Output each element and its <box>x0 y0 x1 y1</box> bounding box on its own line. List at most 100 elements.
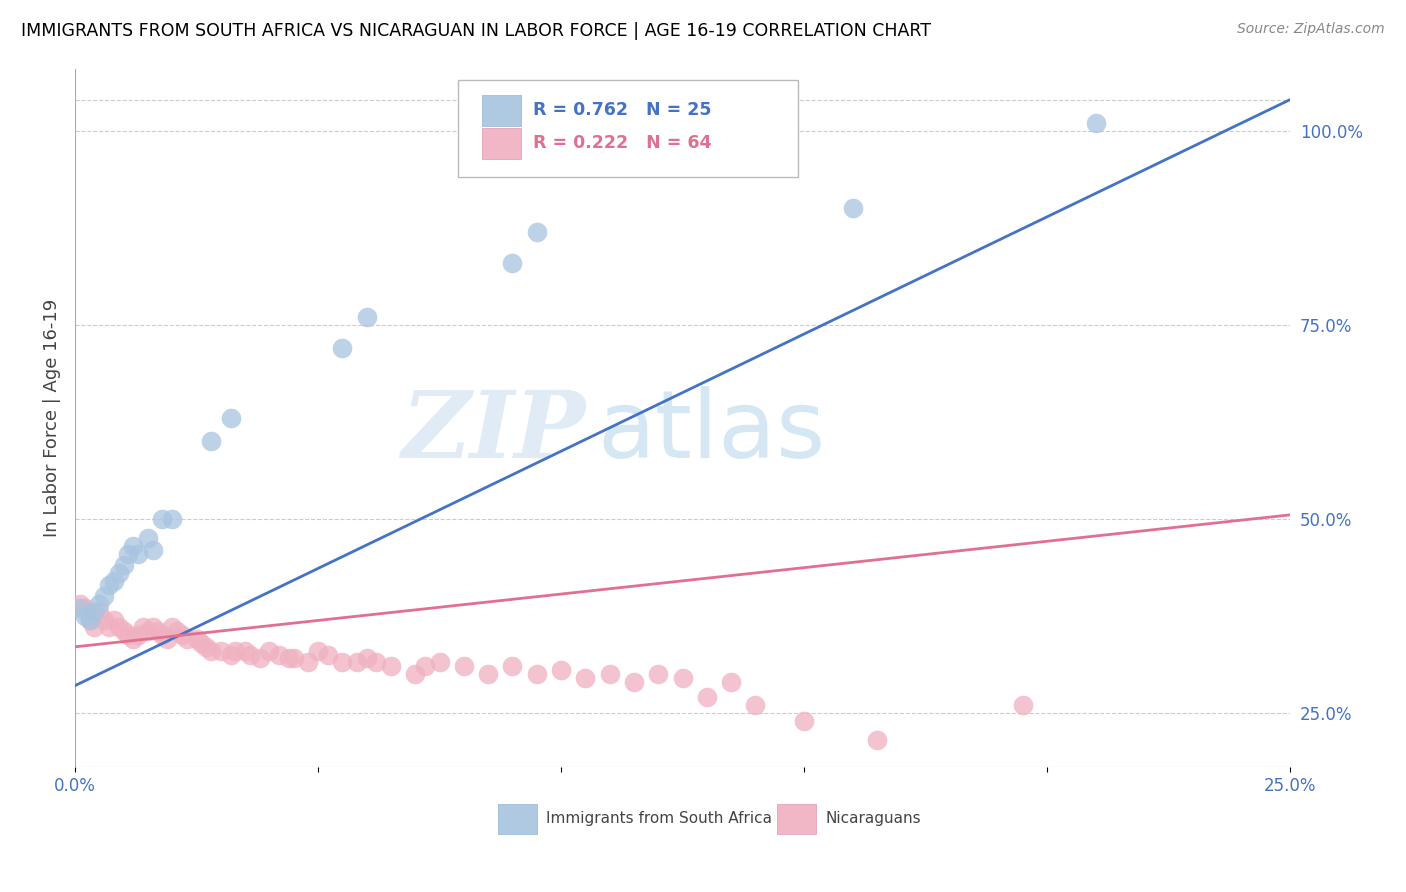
Point <box>98 578 121 592</box>
Point <box>117 628 139 642</box>
Y-axis label: In Labor Force | Age 16-19: In Labor Force | Age 16-19 <box>44 299 60 537</box>
Point <box>160 512 183 526</box>
Point <box>122 632 145 646</box>
Point <box>200 434 222 449</box>
Point <box>83 620 105 634</box>
Point <box>112 624 135 639</box>
Text: R = 0.222   N = 64: R = 0.222 N = 64 <box>533 135 711 153</box>
Point <box>599 667 621 681</box>
Text: R = 0.762   N = 25: R = 0.762 N = 25 <box>533 102 711 120</box>
Point <box>623 674 645 689</box>
Point <box>259 643 281 657</box>
Point <box>209 643 232 657</box>
Point <box>98 620 121 634</box>
FancyBboxPatch shape <box>482 128 522 159</box>
Text: atlas: atlas <box>598 386 825 478</box>
Point <box>89 597 111 611</box>
Point <box>841 201 863 215</box>
Point <box>142 542 165 557</box>
Point <box>297 656 319 670</box>
Text: Immigrants from South Africa: Immigrants from South Africa <box>547 811 772 826</box>
Point <box>526 225 548 239</box>
Point <box>647 667 669 681</box>
Point <box>195 640 218 654</box>
Point <box>122 539 145 553</box>
Point <box>79 613 101 627</box>
Point <box>103 613 125 627</box>
Point <box>269 648 291 662</box>
Point <box>1011 698 1033 712</box>
Point <box>277 651 299 665</box>
Point <box>186 632 208 646</box>
Point <box>103 574 125 588</box>
Point <box>224 643 246 657</box>
Point <box>142 620 165 634</box>
Point <box>136 624 159 639</box>
Point <box>744 698 766 712</box>
Point <box>83 605 105 619</box>
Point <box>307 643 329 657</box>
Text: ZIP: ZIP <box>401 387 585 477</box>
Point <box>526 667 548 681</box>
Text: Nicaraguans: Nicaraguans <box>825 811 921 826</box>
Text: IMMIGRANTS FROM SOUTH AFRICA VS NICARAGUAN IN LABOR FORCE | AGE 16-19 CORRELATIO: IMMIGRANTS FROM SOUTH AFRICA VS NICARAGU… <box>21 22 931 40</box>
Point <box>166 624 188 639</box>
Point <box>429 656 451 670</box>
Point <box>501 255 523 269</box>
Point <box>156 632 179 646</box>
Point <box>866 733 889 747</box>
Text: Source: ZipAtlas.com: Source: ZipAtlas.com <box>1237 22 1385 37</box>
Point <box>550 663 572 677</box>
Point <box>107 566 129 580</box>
Point <box>233 643 256 657</box>
Point <box>413 659 436 673</box>
Point <box>190 636 212 650</box>
Point <box>249 651 271 665</box>
Point <box>127 628 149 642</box>
Point <box>69 597 91 611</box>
Point <box>671 671 693 685</box>
Point <box>453 659 475 673</box>
Point <box>720 674 742 689</box>
Point <box>330 656 353 670</box>
Point <box>112 558 135 573</box>
Point <box>346 656 368 670</box>
Point <box>117 547 139 561</box>
Point <box>239 648 262 662</box>
Point <box>501 659 523 673</box>
Point <box>160 620 183 634</box>
FancyBboxPatch shape <box>778 805 817 833</box>
Point <box>219 410 242 425</box>
Point <box>366 656 388 670</box>
Point <box>219 648 242 662</box>
Point <box>176 632 198 646</box>
Point <box>356 651 378 665</box>
Point <box>89 605 111 619</box>
Point <box>404 667 426 681</box>
Point <box>73 608 96 623</box>
Point <box>574 671 596 685</box>
Point <box>73 601 96 615</box>
Point <box>93 613 115 627</box>
Point <box>107 620 129 634</box>
Point <box>93 590 115 604</box>
Point <box>152 512 174 526</box>
Point <box>200 643 222 657</box>
Point <box>136 531 159 545</box>
Point <box>79 613 101 627</box>
Point <box>283 651 305 665</box>
Point <box>356 310 378 324</box>
Point <box>477 667 499 681</box>
Point <box>69 601 91 615</box>
FancyBboxPatch shape <box>498 805 537 833</box>
Point <box>696 690 718 705</box>
Point <box>330 341 353 355</box>
Point <box>1084 116 1107 130</box>
Point <box>793 714 815 728</box>
Point <box>127 547 149 561</box>
FancyBboxPatch shape <box>458 80 799 177</box>
Point <box>152 628 174 642</box>
Point <box>146 624 169 639</box>
FancyBboxPatch shape <box>482 95 522 126</box>
Point <box>132 620 155 634</box>
